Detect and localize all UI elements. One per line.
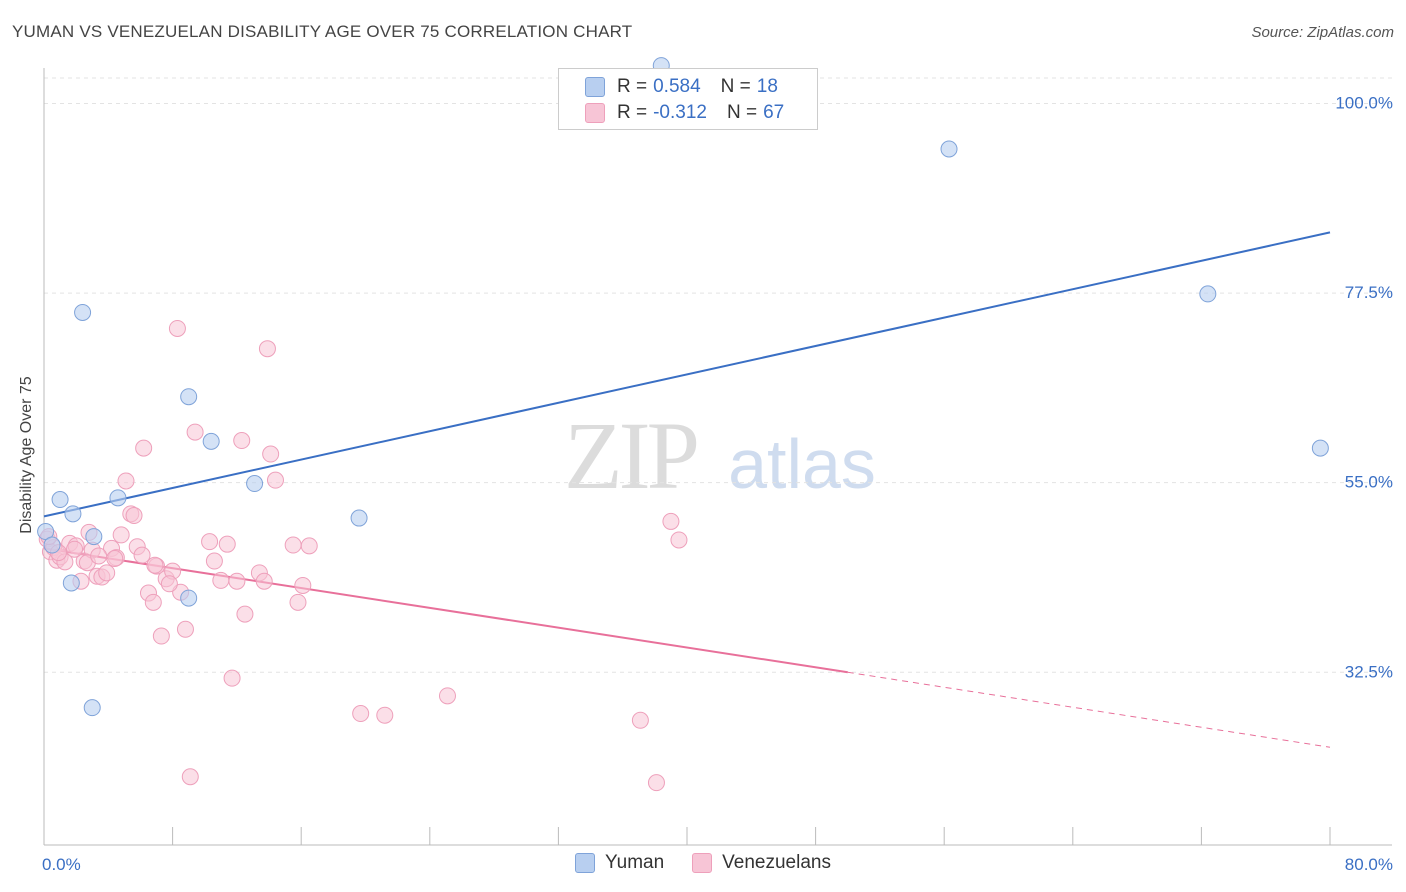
venezuelans-point xyxy=(258,340,276,358)
bottom-legend-label-yuman: Yuman xyxy=(605,852,665,873)
yuman-point xyxy=(940,140,958,158)
venezuelans-point xyxy=(135,439,153,457)
y-tick-label: 100.0% xyxy=(1335,93,1393,112)
venezuelans-point xyxy=(294,576,312,594)
venezuelans-point xyxy=(300,537,318,555)
yuman-point xyxy=(1199,285,1217,303)
venezuelans-point xyxy=(201,533,219,551)
venezuelans-point xyxy=(168,319,186,337)
legend-swatch-venezuelans xyxy=(585,103,605,123)
venezuelans-point xyxy=(117,472,135,490)
yuman-point xyxy=(64,505,82,523)
venezuelans-point xyxy=(66,540,84,558)
venezuelans-point xyxy=(647,774,665,792)
legend-r-label: R = xyxy=(617,76,648,97)
bottom-legend-swatch-yuman xyxy=(575,853,595,873)
venezuelans-point xyxy=(106,550,124,568)
yuman-trend-line xyxy=(43,231,1331,518)
yuman-point xyxy=(1311,439,1329,457)
bottom-legend-label-venezuelans: Venezuelans xyxy=(722,852,831,873)
venezuelans-point xyxy=(662,512,680,530)
venezuelans-point xyxy=(236,605,254,623)
y-tick-label: 77.5% xyxy=(1345,283,1393,302)
watermark-atlas: atlas xyxy=(728,425,876,503)
yuman-point xyxy=(202,432,220,450)
venezuelans-point xyxy=(218,535,236,553)
venezuelans-point xyxy=(266,471,284,489)
venezuelans-point xyxy=(262,445,280,463)
yuman-point xyxy=(246,475,264,493)
bottom-legend-swatch-venezuelans xyxy=(692,853,713,873)
venezuelans-point xyxy=(631,711,649,729)
axes xyxy=(43,68,1392,846)
venezuelans-point xyxy=(160,575,178,593)
venezuelans-point xyxy=(233,432,251,450)
venezuelans-point xyxy=(212,571,230,589)
legend-n-label: N = xyxy=(720,76,751,97)
legend-row-yuman: R = 0.584 N = 18 xyxy=(585,75,778,99)
watermark-zip: ZIP xyxy=(564,402,697,509)
source-label: Source: ZipAtlas.com xyxy=(1251,24,1394,41)
legend-n-label: N = xyxy=(726,102,758,123)
tick-labels: 32.5% 55.0% 77.5% 100.0% 0.0% 80.0% xyxy=(42,93,1393,874)
bottom-legend-yuman: Yuman xyxy=(575,852,664,874)
venezuelans-point xyxy=(205,552,223,570)
legend-r-value: -0.312 xyxy=(653,102,707,123)
venezuelans-point xyxy=(146,556,164,574)
yuman-point xyxy=(350,509,368,527)
venezuelans-point xyxy=(289,593,307,611)
yuman-point xyxy=(51,491,69,509)
venezuelans-point xyxy=(284,536,302,554)
x-tick-label: 80.0% xyxy=(1345,855,1393,874)
chart-title: YUMAN VS VENEZUELAN DISABILITY AGE OVER … xyxy=(12,22,633,41)
legend-n-value: 18 xyxy=(756,76,778,97)
yuman-point xyxy=(85,528,103,546)
venezuelans-point xyxy=(376,706,394,724)
yuman-point xyxy=(109,489,127,507)
venezuelans-point xyxy=(90,547,108,565)
venezuelans-trend-extension xyxy=(847,671,1331,748)
venezuelans-point xyxy=(98,564,116,582)
yuman-point xyxy=(43,536,61,554)
legend-row-venezuelans: R = -0.312 N = 67 xyxy=(585,101,784,125)
venezuelans-point xyxy=(144,593,162,611)
legend-n-value: 67 xyxy=(763,102,785,123)
yuman-point xyxy=(180,388,198,406)
venezuelans-point xyxy=(228,572,246,590)
venezuelans-point xyxy=(181,768,199,786)
bottom-legend: Yuman Venezuelans xyxy=(0,852,1406,874)
legend: R = 0.584 N = 18 R = -0.312 N = 67 xyxy=(558,68,818,130)
data-points xyxy=(37,57,1329,792)
venezuelans-point xyxy=(438,687,456,705)
yuman-point xyxy=(180,589,198,607)
venezuelans-point xyxy=(255,572,273,590)
venezuelans-point xyxy=(186,423,204,441)
y-tick-label: 55.0% xyxy=(1345,473,1393,492)
bottom-legend-venezuelans: Venezuelans xyxy=(692,852,831,874)
venezuelans-point xyxy=(352,705,370,723)
yuman-point xyxy=(74,303,92,321)
venezuelans-point xyxy=(176,620,194,638)
venezuelans-point xyxy=(223,669,241,687)
legend-r-value: 0.584 xyxy=(653,76,701,97)
yuman-point xyxy=(83,699,101,717)
venezuelans-point xyxy=(670,531,688,549)
venezuelans-point xyxy=(133,546,151,564)
grid-lines xyxy=(44,77,1392,673)
venezuelans-point xyxy=(125,507,143,525)
y-tick-label: 32.5% xyxy=(1345,662,1393,681)
x-tick-label: 0.0% xyxy=(42,855,81,874)
yuman-point xyxy=(62,574,80,592)
legend-swatch-yuman xyxy=(585,77,605,97)
venezuelans-point xyxy=(152,627,170,645)
venezuelans-point xyxy=(112,526,130,544)
legend-r-label: R = xyxy=(617,102,648,123)
